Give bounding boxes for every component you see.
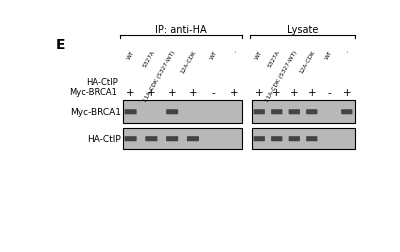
- Bar: [252, 101, 354, 124]
- FancyBboxPatch shape: [254, 110, 265, 115]
- FancyBboxPatch shape: [306, 137, 318, 142]
- Text: -: -: [212, 87, 216, 97]
- Text: +: +: [188, 87, 197, 97]
- Text: +: +: [168, 87, 176, 97]
- Text: IP: anti-HA: IP: anti-HA: [155, 25, 207, 35]
- FancyBboxPatch shape: [166, 110, 178, 115]
- Text: WT: WT: [325, 49, 334, 60]
- Text: WT: WT: [126, 49, 135, 60]
- Bar: [252, 129, 354, 150]
- FancyBboxPatch shape: [289, 110, 300, 115]
- Text: S327A: S327A: [142, 49, 156, 68]
- Text: Myc-BRCA1: Myc-BRCA1: [70, 108, 121, 117]
- FancyBboxPatch shape: [289, 137, 300, 142]
- Text: HA-CtIP: HA-CtIP: [88, 135, 121, 144]
- Text: 12A-CDK: 12A-CDK: [299, 49, 316, 74]
- Text: 11A-CDK (S327-WT): 11A-CDK (S327-WT): [265, 49, 299, 102]
- Text: Lysate: Lysate: [286, 25, 318, 35]
- Bar: [123, 101, 242, 124]
- Text: +: +: [308, 87, 316, 97]
- Text: E: E: [56, 38, 66, 52]
- Text: +: +: [147, 87, 156, 97]
- Text: 11A-CDK (S327-WT): 11A-CDK (S327-WT): [143, 49, 176, 102]
- Text: +: +: [255, 87, 264, 97]
- Text: +: +: [342, 87, 351, 97]
- Text: +: +: [290, 87, 298, 97]
- Text: WT: WT: [209, 49, 218, 60]
- FancyBboxPatch shape: [145, 137, 158, 142]
- Text: +: +: [126, 87, 135, 97]
- FancyBboxPatch shape: [271, 110, 282, 115]
- Text: WT: WT: [255, 49, 264, 60]
- FancyBboxPatch shape: [124, 110, 137, 115]
- Text: -: -: [328, 87, 331, 97]
- FancyBboxPatch shape: [306, 110, 318, 115]
- Text: -: -: [346, 49, 351, 54]
- Text: Myc-BRCA1: Myc-BRCA1: [70, 88, 118, 97]
- FancyBboxPatch shape: [254, 137, 265, 142]
- Text: S327A: S327A: [267, 49, 281, 68]
- FancyBboxPatch shape: [271, 137, 282, 142]
- FancyBboxPatch shape: [166, 137, 178, 142]
- Text: HA-CtIP: HA-CtIP: [86, 78, 118, 87]
- Text: 12A-CDK: 12A-CDK: [180, 49, 197, 74]
- FancyBboxPatch shape: [124, 137, 137, 142]
- Text: +: +: [230, 87, 239, 97]
- Text: -: -: [233, 49, 239, 54]
- Bar: [123, 129, 242, 150]
- FancyBboxPatch shape: [341, 110, 352, 115]
- Text: +: +: [272, 87, 281, 97]
- FancyBboxPatch shape: [187, 137, 199, 142]
